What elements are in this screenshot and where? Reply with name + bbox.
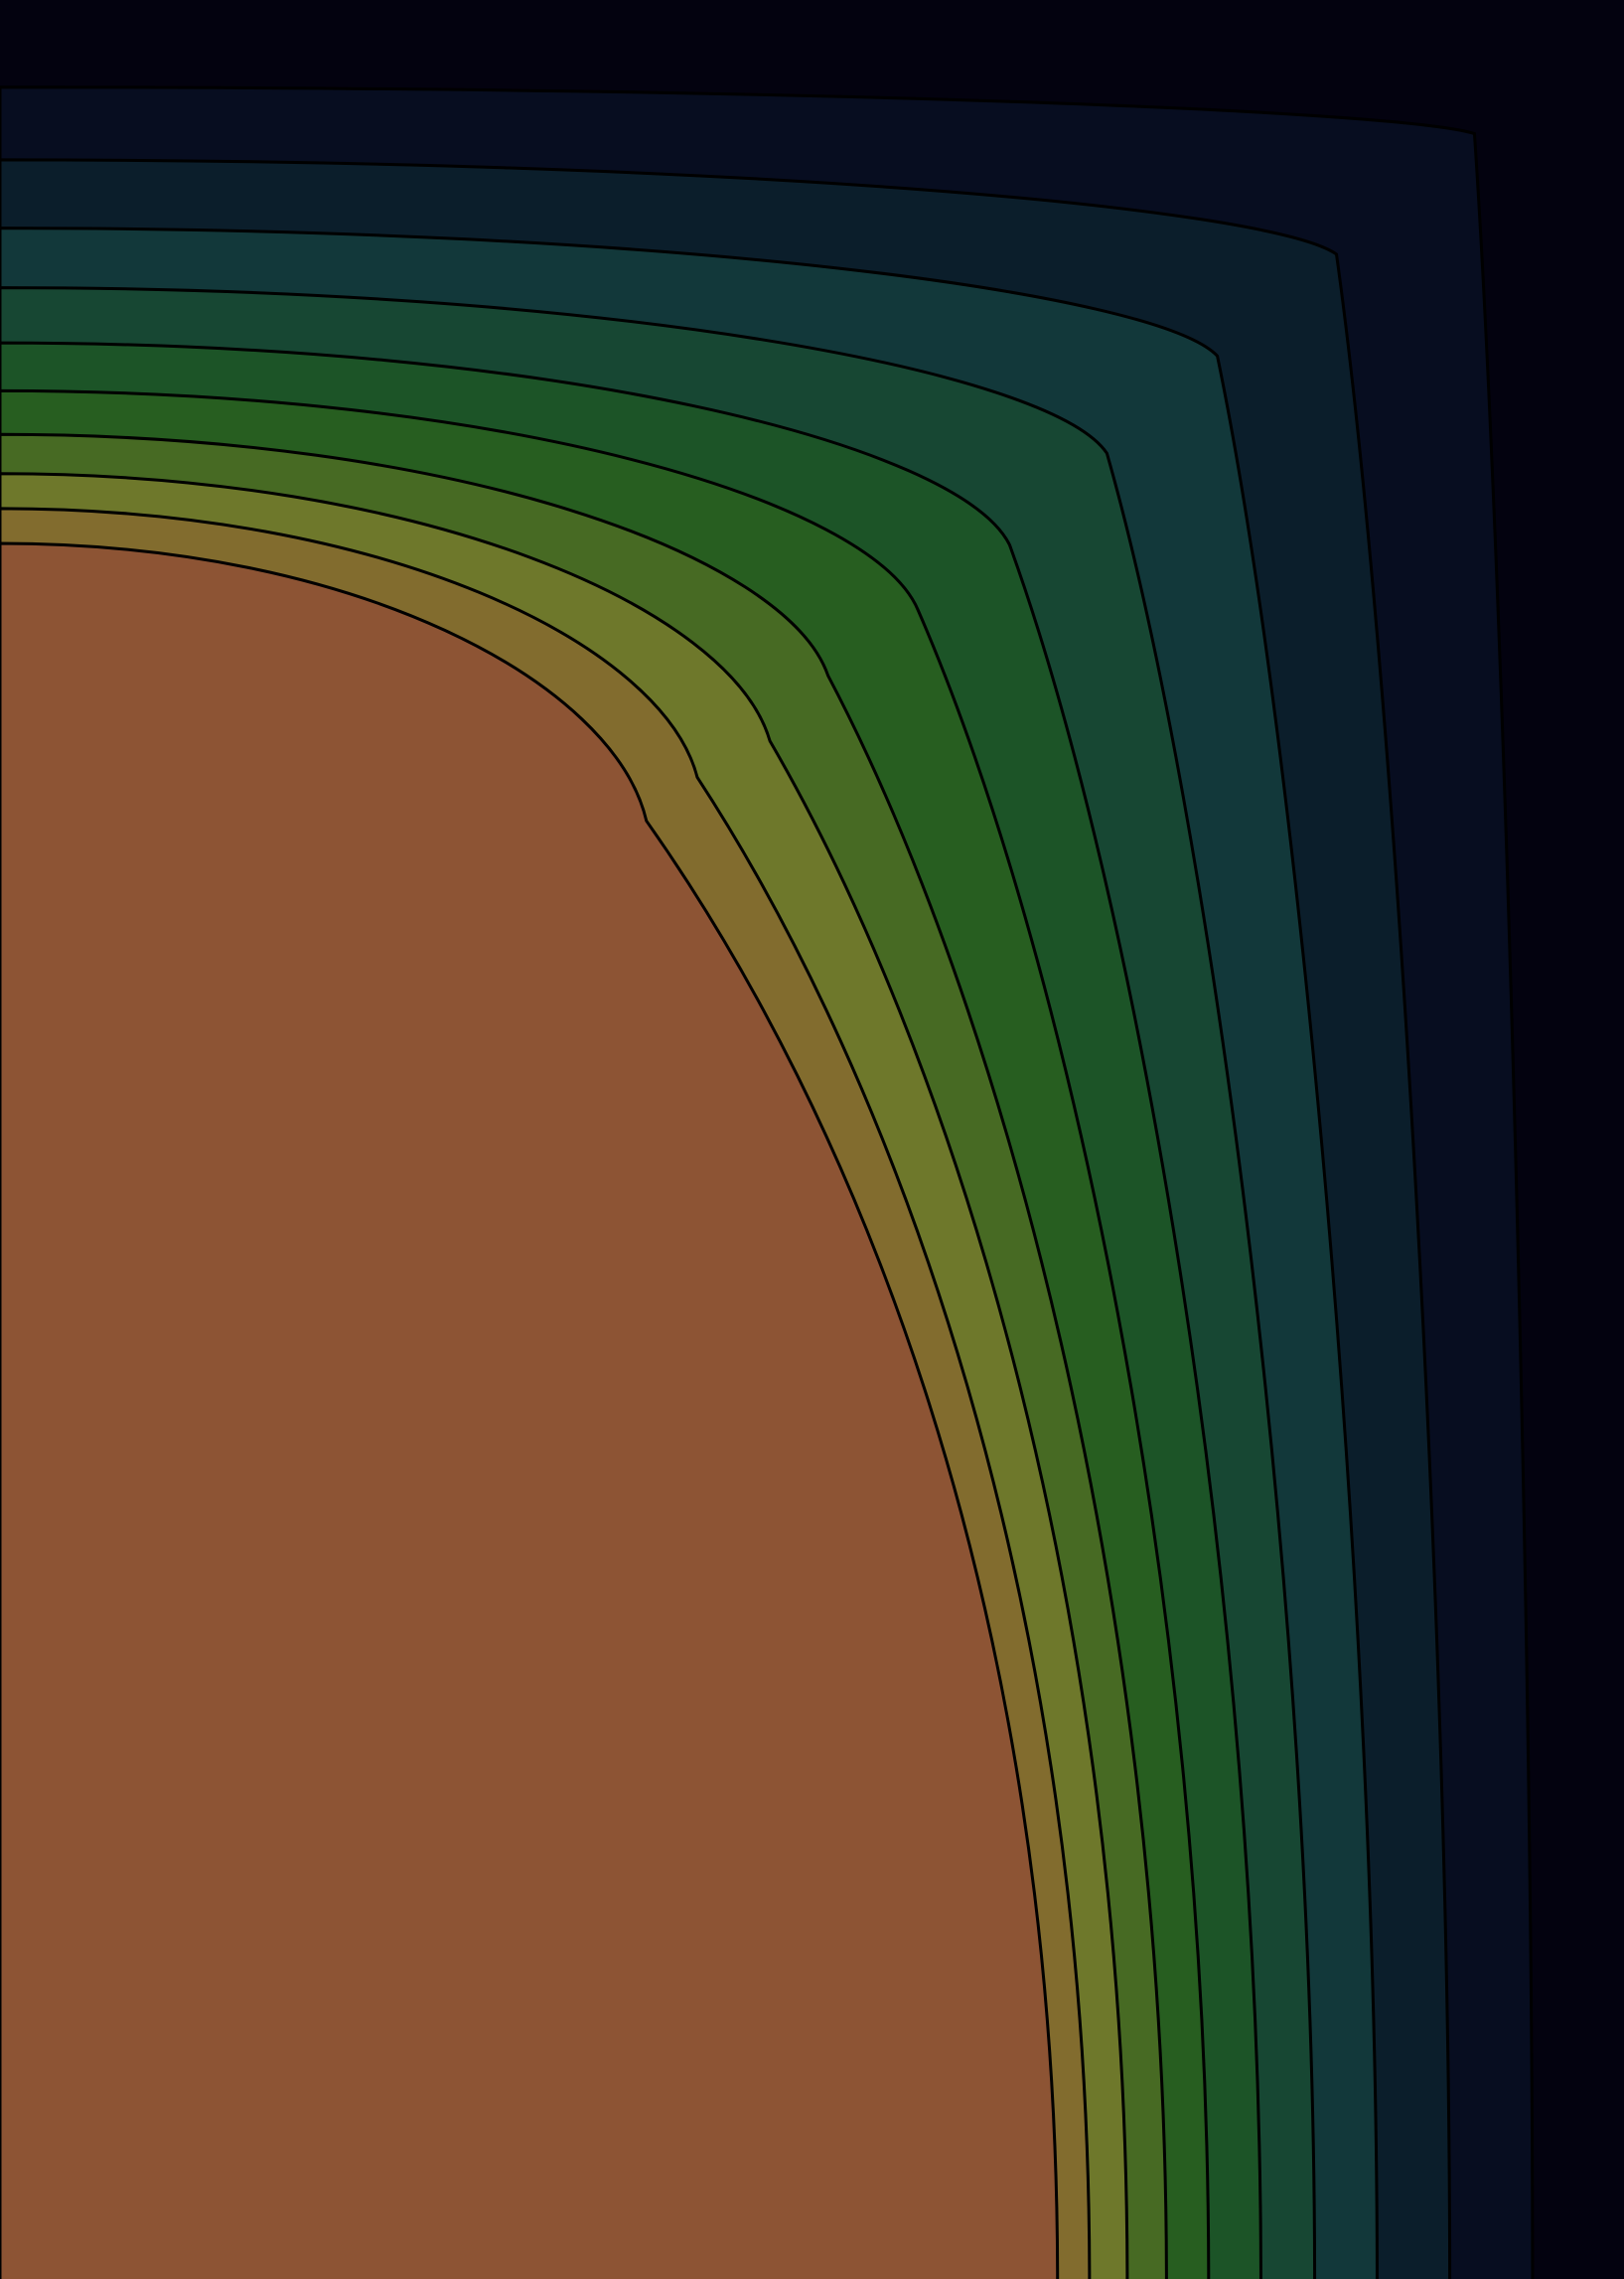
contour-band xyxy=(0,541,1060,2279)
